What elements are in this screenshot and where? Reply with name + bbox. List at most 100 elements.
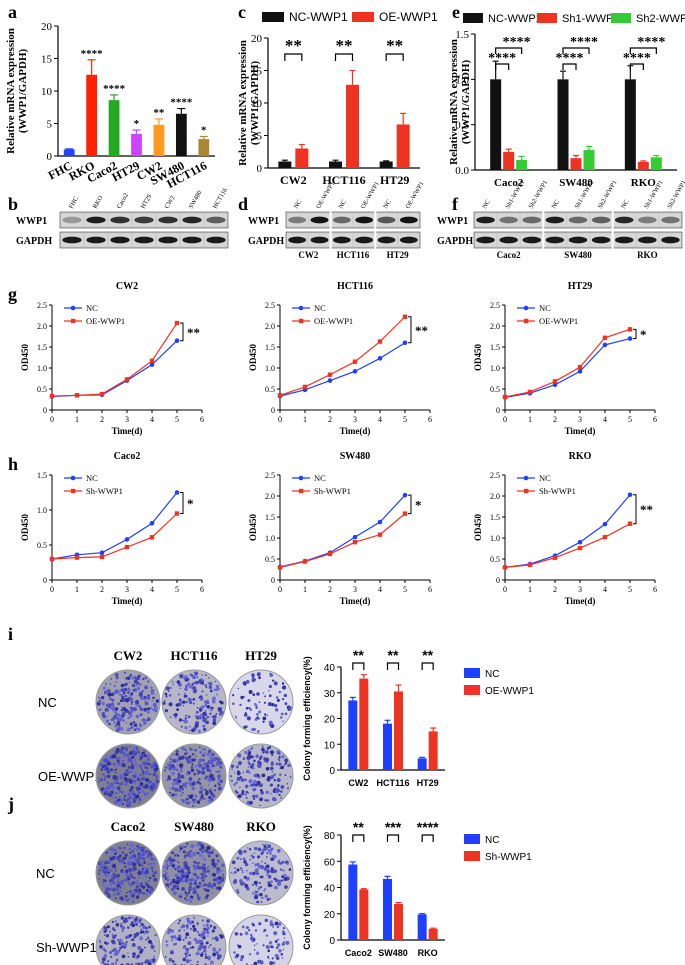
colony-j-dish-colony-dot xyxy=(148,925,151,929)
colony-j-dish-colony-dot xyxy=(182,938,185,941)
h3-line-NC xyxy=(504,494,631,568)
colony-i-dish-colony-dot xyxy=(130,768,134,772)
blot-d-lane-label: NC xyxy=(293,199,304,210)
colony-i-dish-colony-dot xyxy=(149,706,153,710)
colony-j-dish-colony-dot xyxy=(130,938,133,941)
h1-point-Sh-WWP1 xyxy=(124,544,130,550)
colony-i-dish-colony-dot xyxy=(136,676,140,680)
colony-j-dish-colony-dot xyxy=(215,886,219,890)
e-bar-Sh2-WWP1-RKO xyxy=(650,157,662,170)
g3-title: HT29 xyxy=(568,281,592,292)
colony-i-dish-colony-dot xyxy=(139,713,143,717)
colony-i-dish-colony-dot xyxy=(194,758,197,761)
colony-j-dish-colony-dot xyxy=(140,928,143,931)
colony-i-dish-colony-dot xyxy=(143,707,148,712)
j-bar-Sh-WWP1-Caco2 xyxy=(359,889,369,940)
colony-j-dish-colony-dot xyxy=(145,959,150,964)
colony-i-dish-colony-dot xyxy=(261,773,266,778)
colony-i-dish-colony-dot xyxy=(178,789,181,792)
e-bar-Sh1-WWP1-Caco2 xyxy=(503,151,515,170)
colony-i-dish-colony-dot xyxy=(176,680,181,684)
colony-j-dish-colony-dot xyxy=(118,887,121,890)
colony-j-dish-colony-dot xyxy=(194,882,197,885)
h2-point-NC xyxy=(402,492,408,498)
colony-i-dish-colony-dot xyxy=(199,697,204,701)
colony-j-dish-colony-dot xyxy=(105,873,110,877)
colony-j-dish-colony-dot xyxy=(202,949,207,953)
colony-i-dish-colony-dot xyxy=(255,794,259,798)
colony-j-dish-colony-dot xyxy=(117,939,120,941)
colony-i-dish-colony-dot xyxy=(213,765,216,767)
colony-i-dish-colony-dot xyxy=(126,676,131,680)
colony-j-dish-colony-dot xyxy=(151,871,155,875)
colony-j-dish-colony-dot xyxy=(189,937,191,939)
colony-i-dish-colony-dot xyxy=(271,753,274,757)
colony-j-dish-colony-dot xyxy=(267,883,272,888)
g1-xlabel: Time(d) xyxy=(112,426,143,436)
colony-j-dish-colony-dot xyxy=(138,925,141,928)
colony-i-dish-colony-dot xyxy=(217,778,220,781)
colony-i-dish-colony-dot xyxy=(232,702,235,705)
colony-j-dish-colony-dot xyxy=(217,886,222,891)
colony-j-dish-colony-dot xyxy=(145,872,147,874)
colony-i-dish-colony-dot xyxy=(109,790,113,794)
colony-i-dish-colony-dot xyxy=(121,696,125,700)
g2-xtick-label: 6 xyxy=(428,415,432,424)
colony-j-dish-colony-dot xyxy=(153,858,157,862)
colony-j-dish-colony-dot xyxy=(216,867,221,872)
colony-i-dish-colony-dot xyxy=(111,698,115,702)
e-legend-label: Sh1-WWP1 xyxy=(562,13,619,25)
colony-j-dish-colony-dot xyxy=(170,929,175,933)
colony-j-dish-colony-dot xyxy=(109,951,112,954)
colony-i-dish-colony-dot xyxy=(153,706,158,711)
colony-i-dish-colony-dot xyxy=(135,722,137,725)
colony-i-dish-colony-dot xyxy=(262,720,265,723)
colony-i-dish-colony-dot xyxy=(194,774,196,777)
colony-i-dish-colony-dot xyxy=(251,676,255,679)
colony-j-dish-colony-dot xyxy=(266,851,269,855)
e-ylabel-0: Relative mRNA expression xyxy=(448,39,460,165)
colony-j-dish-colony-dot xyxy=(219,869,223,873)
colony-j-dish-colony-dot xyxy=(218,948,222,951)
colony-j-dish-colony-dot xyxy=(216,859,220,863)
blot-f-lane-label: Sh2-WWP1 xyxy=(527,179,549,210)
colony-i-dish-colony-dot xyxy=(138,753,143,757)
colony-j-dish-colony-dot xyxy=(274,921,279,926)
blot-d-band xyxy=(399,236,418,244)
e-category-Caco2: Caco2 xyxy=(494,177,524,189)
h2-point-NC xyxy=(352,534,358,540)
e-bar-Sh2-WWP1-SW480 xyxy=(583,150,595,170)
j-sig: **** xyxy=(417,819,439,835)
colony-i-dish-colony-dot xyxy=(205,694,208,696)
colony-i-dish-colony-dot xyxy=(112,774,117,780)
colony-i-dish-colony-dot xyxy=(118,782,122,786)
colony-j-dish-colony-dot xyxy=(272,926,275,928)
colony-i-dish-colony-dot xyxy=(155,699,160,703)
h2-ytick-label: 0.5 xyxy=(265,555,275,564)
colony-j-dish-colony-dot xyxy=(193,937,197,942)
j-sig: *** xyxy=(385,819,402,835)
e-bar-Sh1-WWP1-SW480 xyxy=(570,158,582,170)
e-ytick-label: 0.0 xyxy=(455,165,469,177)
colony-j-dish-colony-dot xyxy=(270,945,274,949)
colony-j-dish-colony-dot xyxy=(129,876,131,878)
colony-i-dish-colony-dot xyxy=(176,757,179,760)
colony-i-dish-colony-dot xyxy=(244,750,248,754)
colony-j-dish-colony-dot xyxy=(209,960,214,965)
colony-i-dish-colony-dot xyxy=(178,756,181,758)
colony-i-dish-colony-dot xyxy=(177,776,180,779)
colony-i-dish-colony-dot xyxy=(180,725,183,728)
i-sig: ** xyxy=(422,647,433,663)
colony-i-dish-colony-dot xyxy=(114,707,119,711)
g3-point-OE-WWP1 xyxy=(502,394,508,400)
colony-j-dish-colony-dot xyxy=(211,867,213,869)
h1-legend-label: Sh-WWP1 xyxy=(86,486,123,496)
colony-j-dish-colony-dot xyxy=(130,855,134,859)
colony-i-dish-colony-dot xyxy=(241,789,245,793)
colony-j-dish-colony-dot xyxy=(135,895,140,899)
colony-i-dish-colony-dot xyxy=(237,753,242,758)
blot-d-band xyxy=(399,216,418,224)
colony-j-dish-colony-dot xyxy=(119,861,122,864)
e-category-SW480: SW480 xyxy=(559,177,593,189)
colony-j-dish-colony-dot xyxy=(221,863,225,867)
